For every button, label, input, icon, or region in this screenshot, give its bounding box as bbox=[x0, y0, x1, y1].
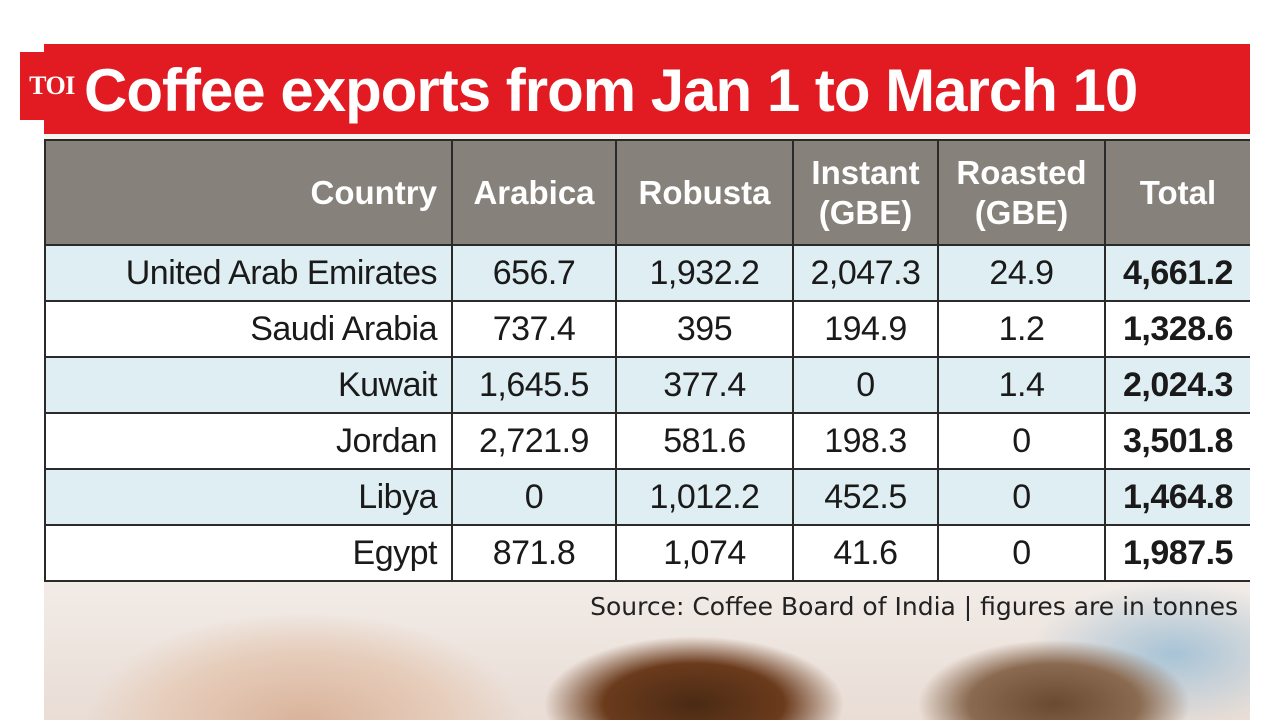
cell-arabica: 2,721.9 bbox=[451, 412, 617, 470]
cell-arabica: 737.4 bbox=[451, 300, 617, 358]
coffee-beans-photo bbox=[44, 574, 1250, 720]
cell-roasted: 24.9 bbox=[937, 244, 1106, 302]
cell-robusta: 395 bbox=[615, 300, 794, 358]
cell-instant: 0 bbox=[792, 356, 939, 414]
column-header-roasted-label: Roasted bbox=[956, 153, 1087, 191]
cell-total: 3,501.8 bbox=[1104, 412, 1250, 470]
cell-robusta: 581.6 bbox=[615, 412, 794, 470]
cell-robusta: 1,012.2 bbox=[615, 468, 794, 526]
cell-arabica: 871.8 bbox=[451, 524, 617, 582]
cell-total: 2,024.3 bbox=[1104, 356, 1250, 414]
column-header-robusta-label: Robusta bbox=[638, 173, 771, 211]
column-header-robusta: Robusta bbox=[615, 139, 794, 246]
header-row: Country Arabica Robusta Instant (GBE) Ro… bbox=[44, 139, 1250, 246]
table-row: United Arab Emirates 656.7 1,932.2 2,047.3 2… bbox=[44, 244, 1250, 302]
table-row: Kuwait 1,645.5 377.4 0 1.4 2,024.3 bbox=[44, 356, 1250, 414]
cell-robusta: 377.4 bbox=[615, 356, 794, 414]
column-header-roasted: Roasted (GBE) bbox=[937, 139, 1106, 246]
infographic-card: Coffee exports from Jan 1 to March 10 Co… bbox=[44, 44, 1250, 720]
column-header-instant: Instant (GBE) bbox=[792, 139, 939, 246]
cell-total: 1,328.6 bbox=[1104, 300, 1250, 358]
cell-arabica: 1,645.5 bbox=[451, 356, 617, 414]
table-header: Country Arabica Robusta Instant (GBE) Ro… bbox=[44, 139, 1250, 246]
cell-roasted: 1.4 bbox=[937, 356, 1106, 414]
table-row: Egypt 871.8 1,074 41.6 0 1,987.5 bbox=[44, 524, 1250, 582]
table-row: Libya 0 1,012.2 452.5 0 1,464.8 bbox=[44, 468, 1250, 526]
column-header-instant-label: Instant bbox=[811, 153, 920, 191]
toi-logo: TOI bbox=[20, 52, 84, 120]
cell-total: 4,661.2 bbox=[1104, 244, 1250, 302]
column-header-country-label: Country bbox=[310, 173, 438, 211]
table-row: Saudi Arabia 737.4 395 194.9 1.2 1,328.6 bbox=[44, 300, 1250, 358]
column-header-instant-unit: (GBE) bbox=[818, 193, 913, 231]
column-header-total: Total bbox=[1104, 139, 1250, 246]
cell-country: Kuwait bbox=[44, 356, 453, 414]
cell-instant: 452.5 bbox=[792, 468, 939, 526]
cell-instant: 194.9 bbox=[792, 300, 939, 358]
cell-instant: 2,047.3 bbox=[792, 244, 939, 302]
cell-country: Jordan bbox=[44, 412, 453, 470]
cell-country: United Arab Emirates bbox=[44, 244, 453, 302]
cell-total: 1,464.8 bbox=[1104, 468, 1250, 526]
source-note: Source: Coffee Board of India | figures … bbox=[590, 592, 1238, 621]
cell-roasted: 0 bbox=[937, 412, 1106, 470]
cell-roasted: 1.2 bbox=[937, 300, 1106, 358]
cell-roasted: 0 bbox=[937, 468, 1106, 526]
column-header-total-label: Total bbox=[1139, 173, 1217, 211]
table-row: Jordan 2,721.9 581.6 198.3 0 3,501.8 bbox=[44, 412, 1250, 470]
table-body: United Arab Emirates 656.7 1,932.2 2,047.3 2… bbox=[44, 244, 1250, 582]
cell-roasted: 0 bbox=[937, 524, 1106, 582]
title-bar: Coffee exports from Jan 1 to March 10 bbox=[44, 44, 1250, 134]
cell-arabica: 0 bbox=[451, 468, 617, 526]
column-header-roasted-unit: (GBE) bbox=[974, 193, 1069, 231]
cell-robusta: 1,932.2 bbox=[615, 244, 794, 302]
exports-table: Country Arabica Robusta Instant (GBE) Ro… bbox=[44, 139, 1250, 582]
cell-instant: 41.6 bbox=[792, 524, 939, 582]
column-header-country: Country bbox=[44, 139, 453, 246]
cell-country: Egypt bbox=[44, 524, 453, 582]
column-header-arabica: Arabica bbox=[451, 139, 617, 246]
cell-instant: 198.3 bbox=[792, 412, 939, 470]
chart-title: Coffee exports from Jan 1 to March 10 bbox=[84, 57, 1138, 124]
cell-country: Libya bbox=[44, 468, 453, 526]
cell-country: Saudi Arabia bbox=[44, 300, 453, 358]
cell-total: 1,987.5 bbox=[1104, 524, 1250, 582]
cell-robusta: 1,074 bbox=[615, 524, 794, 582]
column-header-arabica-label: Arabica bbox=[473, 173, 595, 211]
cell-arabica: 656.7 bbox=[451, 244, 617, 302]
